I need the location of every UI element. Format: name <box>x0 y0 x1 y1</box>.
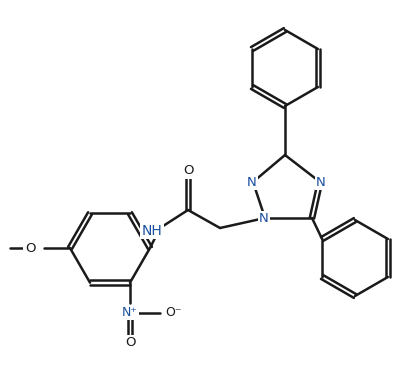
Text: N⁺: N⁺ <box>122 306 138 319</box>
Text: NH: NH <box>142 224 162 238</box>
Text: N: N <box>316 176 326 188</box>
Text: O: O <box>183 164 193 178</box>
Text: N: N <box>247 176 257 188</box>
Text: N: N <box>259 213 269 225</box>
Text: O: O <box>125 336 135 349</box>
Text: O: O <box>25 242 35 254</box>
Text: O⁻: O⁻ <box>165 306 181 319</box>
